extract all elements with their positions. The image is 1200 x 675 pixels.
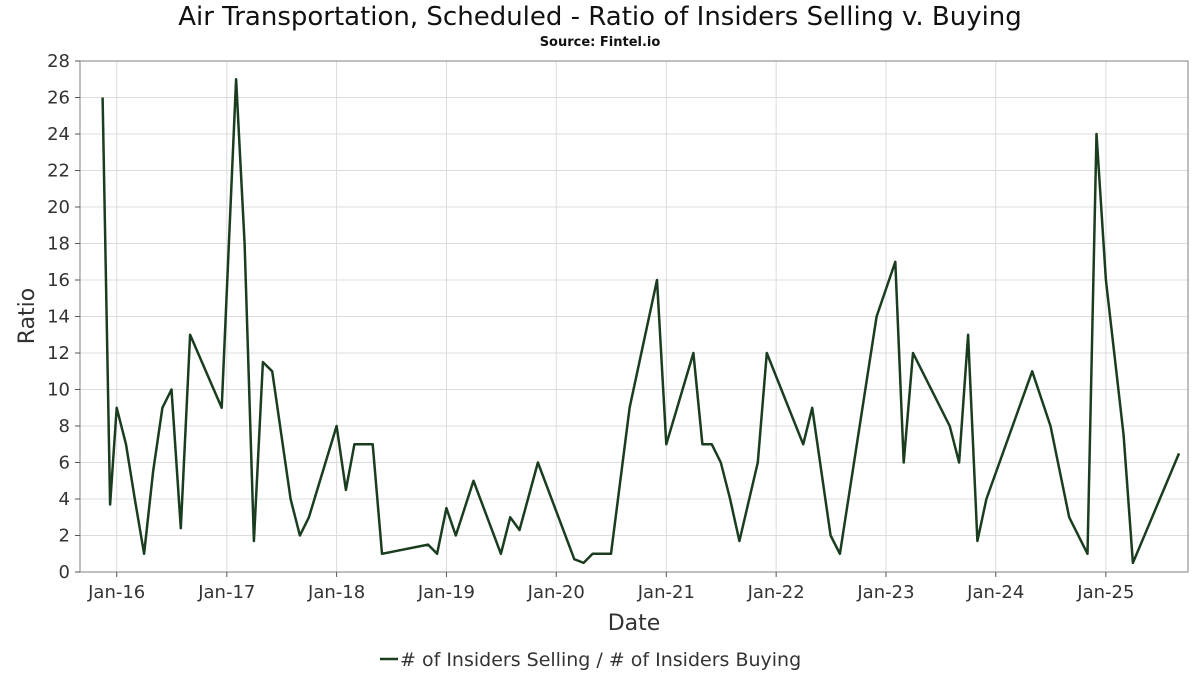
y-tick-label: 28 (47, 51, 70, 72)
x-tick-label: Jan-21 (637, 582, 695, 603)
y-tick-label: 8 (59, 416, 70, 437)
y-tick-label: 16 (47, 270, 70, 291)
x-tick-label: Jan-23 (856, 582, 914, 603)
chart-subtitle: Source: Fintel.io (539, 35, 661, 50)
x-tick-label: Jan-16 (87, 582, 145, 603)
x-tick-label: Jan-24 (966, 582, 1024, 603)
y-tick-label: 26 (47, 88, 70, 109)
y-tick-label: 18 (47, 234, 70, 255)
x-axis-title: Date (608, 611, 661, 636)
x-tick-label: Jan-20 (527, 582, 585, 603)
y-tick-label: 10 (47, 380, 70, 401)
y-tick-label: 24 (47, 124, 70, 145)
series-line (101, 78, 1181, 565)
y-tick-label: 20 (47, 197, 70, 218)
y-tick-label: 22 (47, 161, 70, 182)
series-group (101, 78, 1181, 565)
x-tick-label: Jan-18 (307, 582, 365, 603)
y-tick-label: 0 (59, 562, 70, 583)
legend-label: # of Insiders Selling / # of Insiders Bu… (400, 649, 801, 671)
x-tick-label: Jan-19 (417, 582, 475, 603)
chart-title: Air Transportation, Scheduled - Ratio of… (178, 2, 1022, 32)
x-axis: Jan-16 Jan-17 Jan-18 Jan-19 Jan-20 Jan-21 Jan-… (87, 572, 1134, 603)
y-axis-title: Ratio (15, 288, 40, 344)
legend: # of Insiders Selling / # of Insiders Bu… (380, 649, 801, 671)
x-tick-label: Jan-25 (1076, 582, 1134, 603)
y-tick-label: 4 (59, 489, 70, 510)
y-tick-label: 2 (59, 526, 70, 547)
x-tick-label: Jan-22 (747, 582, 805, 603)
y-tick-label: 14 (47, 307, 70, 328)
x-tick-label: Jan-17 (197, 582, 255, 603)
y-tick-label: 6 (59, 453, 70, 474)
y-tick-label: 12 (47, 343, 70, 364)
